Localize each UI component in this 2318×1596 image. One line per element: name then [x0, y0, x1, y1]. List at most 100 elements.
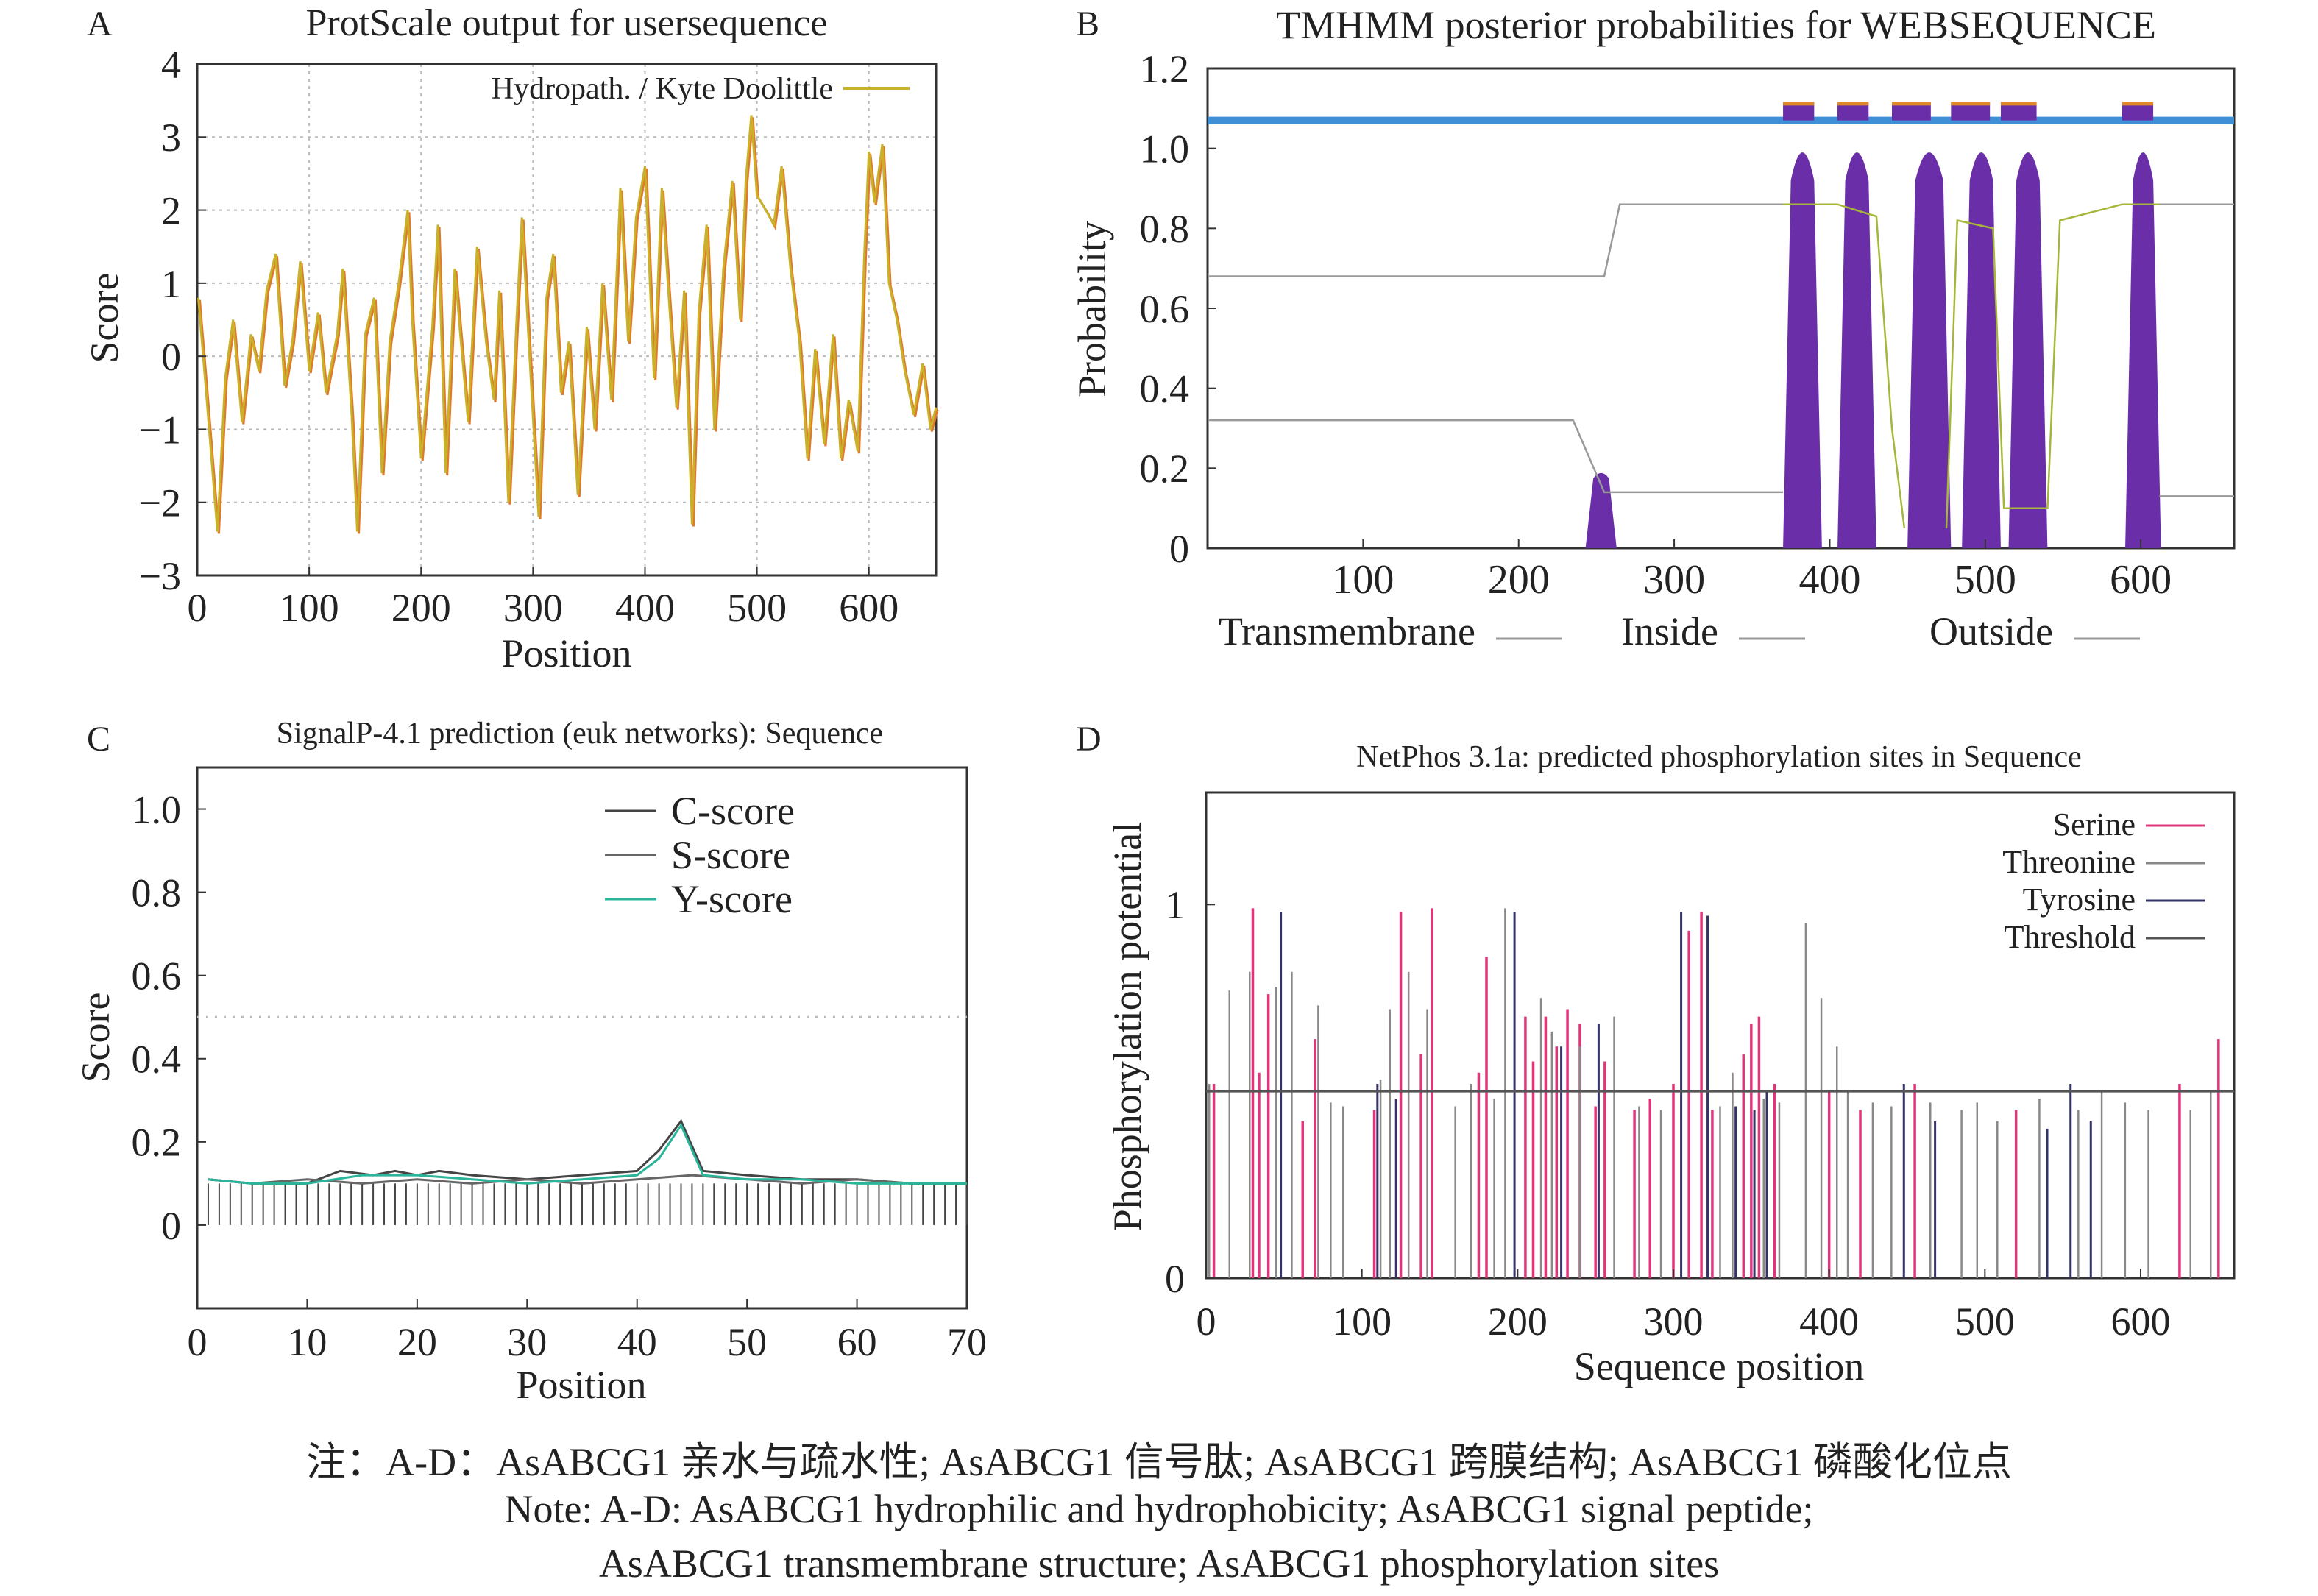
panel-a-xtick-label: 400	[615, 586, 675, 630]
panel-c-legend-label: S-score	[671, 833, 790, 877]
panel-d-xtick-label: 100	[1332, 1299, 1392, 1344]
panel-d-xlabel: Sequence position	[1574, 1344, 1864, 1388]
panel-a-xtick-label: 500	[727, 586, 787, 630]
panel-a-ytick-label: −2	[139, 481, 181, 525]
panel-b-transmembrane-peak	[1783, 152, 1822, 549]
panel-d: D NetPhos 3.1a: predicted phosphorylatio…	[1076, 720, 2082, 1388]
panel-c-xtick-label: 20	[397, 1320, 437, 1364]
panel-c-title: SignalP-4.1 prediction (euk networks): S…	[277, 717, 884, 751]
panel-d-ylabel: Phosphorylation potential	[1105, 822, 1149, 1231]
panel-d-xtick-label: 400	[1799, 1299, 1859, 1344]
panel-c-plot-frame	[196, 766, 968, 1310]
panel-b-transmembrane-peak	[2125, 152, 2161, 549]
panel-d-xtick-label: 600	[2111, 1299, 2171, 1344]
panel-c-legend-label: Y-score	[671, 877, 793, 921]
panel-a-letter: A	[87, 4, 113, 43]
panel-b-ytick-label: 0.6	[1140, 287, 1190, 331]
panel-b-ytick-label: 0.4	[1140, 367, 1190, 411]
panel-a-ytick-label: 4	[161, 43, 181, 87]
panel-c-letter: C	[87, 720, 110, 759]
panel-b-ytick-label: 0.2	[1140, 447, 1190, 491]
panel-d-xtick-label: 500	[1955, 1299, 2015, 1344]
panel-d-xtick-label: 300	[1644, 1299, 1704, 1344]
panel-b-xtick-label: 100	[1332, 557, 1394, 603]
panel-b-ytick-label: 0	[1169, 527, 1189, 571]
panel-b-xtick-label: 400	[1798, 557, 1860, 603]
panel-c-xtick-label: 60	[837, 1320, 877, 1364]
figure-panels: A ProtScale output for usersequence Scor…	[74, 2, 2236, 1407]
panel-a-xtick-label: 300	[503, 586, 563, 630]
panel-c-ytick-label: 0.6	[132, 954, 182, 999]
panel-c-legend-label: C-score	[671, 789, 795, 833]
panel-b-transmembrane-peak	[1907, 152, 1952, 549]
panel-a-hydropathy-shadow-line	[199, 117, 939, 534]
panel-b-xtick-label: 600	[2110, 557, 2172, 603]
panel-c-xtick-label: 30	[507, 1320, 547, 1364]
panel-a-xtick-label: 100	[280, 586, 339, 630]
panel-c-xtick-label: 0	[188, 1320, 208, 1364]
panel-c-ytick-label: 0.4	[132, 1038, 182, 1082]
panel-a-ytick-label: 3	[161, 116, 181, 160]
panel-c-xtick-label: 10	[287, 1320, 327, 1364]
panel-a-title: ProtScale output for usersequence	[305, 2, 827, 44]
panel-d-legend-label: Threshold	[2005, 919, 2136, 955]
panel-b-inside-line	[1209, 203, 1783, 277]
panel-a-ytick-label: 0	[161, 335, 181, 379]
panel-c-series-line	[208, 1118, 967, 1185]
panel-b-xtick-label: 200	[1488, 557, 1550, 603]
panel-c-ytick-label: 0.2	[132, 1121, 182, 1165]
panel-c-xtick-label: 50	[727, 1320, 767, 1364]
panel-d-title: NetPhos 3.1a: predicted phosphorylation …	[1356, 740, 2082, 774]
caption-english-2: AsABCG1 transmembrane structure; AsABCG1…	[598, 1542, 1720, 1586]
panel-b-ylabel: Probability	[1070, 221, 1114, 397]
panel-b-xtick-label: 500	[1954, 557, 2016, 603]
caption-english-1: Note: A-D: AsABCG1 hydrophilic and hydro…	[504, 1487, 1814, 1531]
panel-d-ytick-label: 0	[1165, 1257, 1185, 1301]
panel-b-inside-trace-2	[1945, 203, 2160, 528]
panel-b-ytick-label: 0.8	[1140, 207, 1190, 251]
panel-b: B TMHMM posterior probabilities for WEBS…	[1070, 3, 2156, 397]
panel-b-title: TMHMM posterior probabilities for WEBSEQ…	[1276, 3, 2156, 47]
caption-chinese: 注：A-D：AsABCG1 亲水与疏水性; AsABCG1 信号肽; AsABC…	[306, 1440, 2012, 1484]
panel-c-xtick-label: 70	[947, 1320, 987, 1364]
panel-b-ytick-label: 1.2	[1140, 47, 1190, 91]
panel-c-ytick-label: 0.8	[132, 871, 182, 915]
panel-c-xtick-label: 40	[617, 1320, 657, 1364]
panel-c-ytick-label: 0	[161, 1204, 181, 1248]
panel-b-xtick-label: 300	[1643, 557, 1705, 603]
panel-b-transmembrane-peak	[1837, 152, 1876, 549]
panel-b-legend-label: Outside	[1929, 609, 2053, 653]
panel-a-xlabel: Position	[501, 631, 631, 675]
panel-a-ytick-label: 1	[161, 262, 181, 306]
panel-a: A ProtScale output for usersequence Scor…	[82, 2, 828, 675]
panel-a-ytick-label: −1	[139, 408, 181, 452]
panel-c-ylabel: Score	[74, 993, 118, 1083]
panel-a-ytick-label: −3	[139, 554, 181, 598]
panel-b-letter: B	[1076, 4, 1099, 43]
panel-b-inside-trace	[1783, 203, 1906, 528]
panel-b-legend-label: Transmembrane	[1219, 609, 1475, 653]
panel-c: C SignalP-4.1 prediction (euk networks):…	[74, 717, 883, 1407]
panel-a-ytick-label: 2	[161, 188, 181, 233]
panel-b-outside-line	[1209, 419, 1783, 494]
panel-b-plot-frame	[1206, 67, 2236, 550]
panel-a-xtick-label: 0	[188, 586, 208, 630]
panel-c-xlabel: Position	[516, 1363, 646, 1407]
panel-b-transmembrane-peak	[2008, 152, 2048, 549]
panel-d-letter: D	[1076, 720, 1102, 759]
panel-a-legend-label: Hydropath. / Kyte Doolittle	[492, 72, 833, 106]
panel-d-legend-label: Tyrosine	[2023, 882, 2136, 918]
panel-b-legend-label: Inside	[1621, 609, 1718, 653]
panel-a-xtick-label: 600	[839, 586, 899, 630]
panel-a-plot-frame	[196, 63, 938, 577]
panel-b-transmembrane-peak	[1962, 152, 2001, 549]
panel-d-legend-label: Serine	[2053, 806, 2136, 843]
panel-a-ylabel: Score	[82, 273, 127, 363]
panel-a-hydropathy-line	[197, 115, 938, 532]
panel-d-xtick-label: 0	[1197, 1299, 1216, 1344]
panel-d-legend-label: Threonine	[2002, 844, 2136, 880]
panel-c-ytick-label: 1.0	[132, 787, 182, 831]
panel-a-xtick-label: 200	[391, 586, 451, 630]
panel-c-series-line	[208, 1123, 967, 1185]
panel-d-xtick-label: 200	[1488, 1299, 1548, 1344]
